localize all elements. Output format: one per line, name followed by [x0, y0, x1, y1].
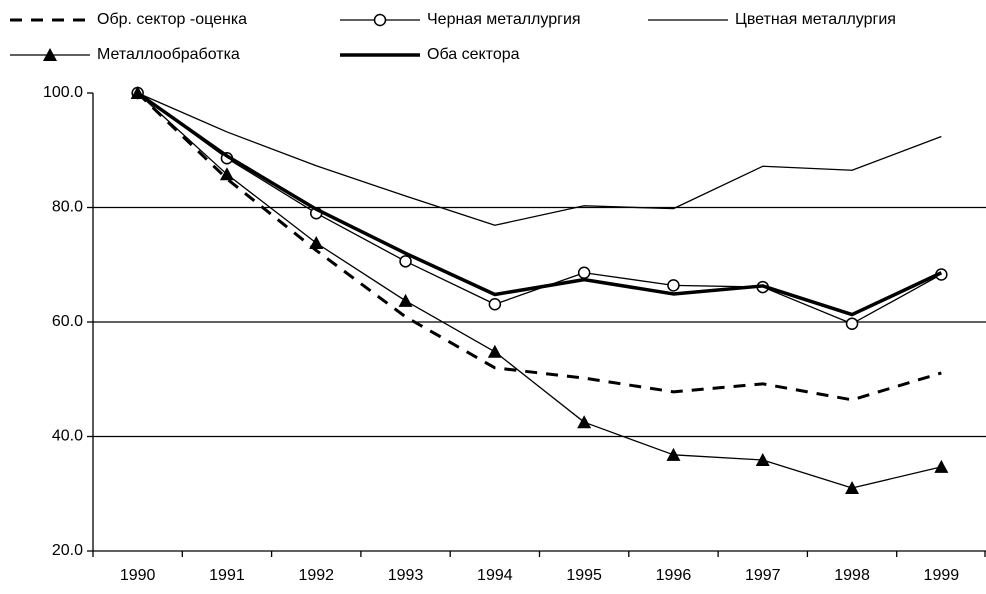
point-marker [577, 415, 592, 429]
point-marker [755, 452, 770, 466]
x-tick-label: 1993 [388, 567, 424, 584]
point-marker [934, 459, 949, 473]
y-tick-label: 60.0 [52, 313, 83, 330]
point-marker [667, 279, 680, 292]
point-marker [398, 293, 413, 307]
point-marker [487, 344, 502, 358]
x-tick-label: 1998 [834, 567, 870, 584]
y-tick-label: 40.0 [52, 428, 83, 445]
legend-label: Цветная металлургия [735, 11, 896, 28]
x-tick-label: 1992 [298, 567, 334, 584]
point-marker [488, 298, 502, 311]
series-line [137, 92, 942, 325]
legend-label: Оба сектора [427, 46, 520, 63]
legend-label: Черная металлургия [427, 11, 581, 28]
point-marker [219, 167, 234, 181]
x-tick-label: 1999 [924, 567, 960, 584]
series-line [137, 92, 942, 489]
x-tick-label: 1990 [120, 567, 156, 584]
series-line [136, 91, 943, 317]
point-marker [845, 481, 860, 495]
legend-label: Обр. сектор -оценка [97, 11, 247, 28]
y-tick-label: 20.0 [52, 542, 83, 559]
y-tick-label: 100.0 [43, 84, 83, 101]
x-tick-label: 1991 [209, 567, 245, 584]
x-tick-label: 1994 [477, 567, 513, 584]
x-tick-label: 1997 [745, 567, 781, 584]
point-marker [666, 447, 681, 461]
series-line [137, 92, 942, 226]
point-marker [845, 317, 859, 330]
series-line [136, 91, 942, 402]
x-tick-label: 1996 [656, 567, 692, 584]
point-marker [399, 255, 412, 268]
point-marker [309, 235, 324, 249]
legend-marker [43, 48, 57, 61]
x-tick-label: 1995 [566, 567, 602, 584]
legend-label: Металлообработка [97, 46, 240, 63]
y-tick-label: 80.0 [52, 199, 83, 216]
point-marker [577, 266, 591, 280]
legend-marker [373, 13, 387, 27]
